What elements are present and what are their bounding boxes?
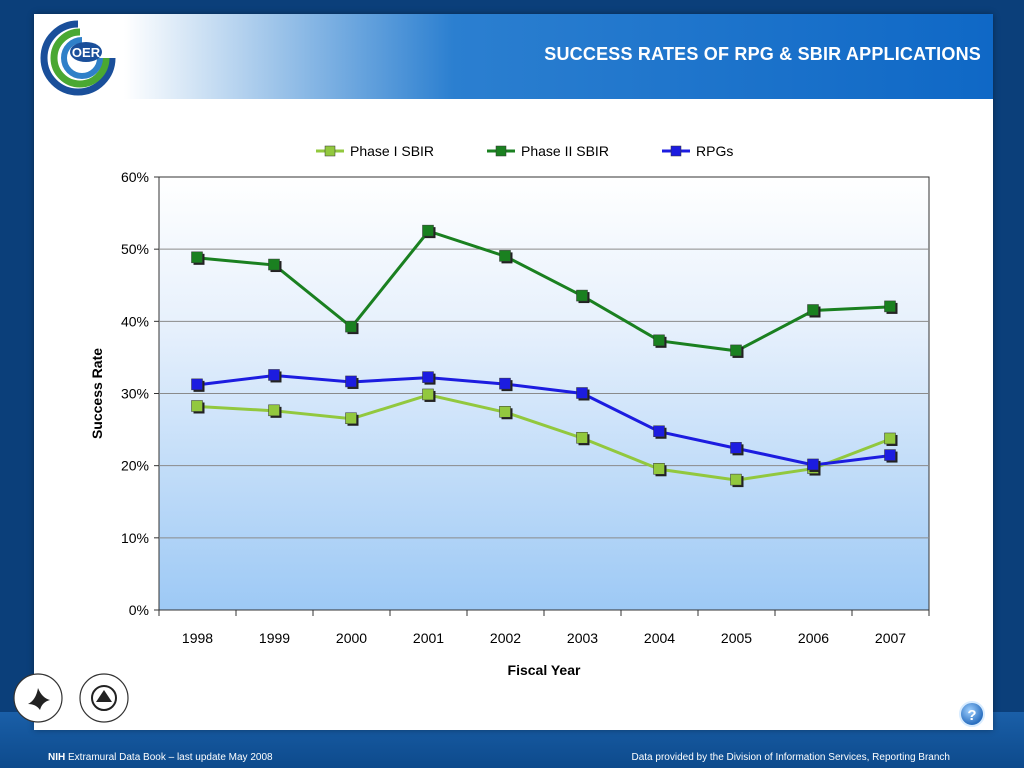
y-tick-label: 10%: [121, 530, 149, 546]
data-point: [499, 377, 511, 390]
footer-nih-label: NIH: [48, 752, 66, 763]
series-line: [197, 393, 892, 482]
data-point: [730, 473, 742, 486]
data-point: [884, 300, 896, 313]
legend-item: Phase II SBIR: [487, 143, 609, 159]
x-tick-label: 2001: [413, 630, 444, 646]
legend-item: Phase I SBIR: [316, 143, 434, 159]
data-point: [576, 289, 588, 302]
data-point: [191, 400, 203, 412]
logo-text: OER: [72, 45, 101, 60]
data-point: [884, 449, 896, 461]
footer-left: NIH Extramural Data Book – last update M…: [48, 752, 273, 763]
legend-label: Phase I SBIR: [350, 143, 434, 159]
series: [191, 224, 898, 488]
data-point: [191, 378, 203, 391]
data-point: [268, 404, 280, 417]
x-tick-label: 2003: [567, 630, 598, 646]
y-tick-label: 20%: [121, 458, 149, 474]
data-point: [268, 369, 280, 381]
data-point: [730, 344, 742, 357]
y-axis-title: Success Rate: [89, 348, 105, 439]
series-rpgs: [191, 369, 898, 472]
x-tick-label: 2004: [644, 630, 675, 646]
x-tick-label: 1999: [259, 630, 290, 646]
data-point: [422, 388, 434, 401]
x-tick-label: 2002: [490, 630, 521, 646]
footer-right: Data provided by the Division of Informa…: [631, 752, 951, 763]
data-point: [345, 412, 357, 425]
slide-title: SUCCESS RATES OF RPG & SBIR APPLICATIONS: [544, 44, 981, 64]
data-point: [653, 334, 665, 347]
data-point: [807, 304, 819, 316]
data-point: [422, 371, 434, 383]
data-point: [499, 250, 511, 262]
nih-seal-icon: [79, 673, 129, 723]
data-point: [653, 425, 665, 437]
data-point: [730, 442, 742, 454]
series-phase-ii-sbir: [191, 224, 898, 358]
legend-label: Phase II SBIR: [521, 143, 609, 159]
legend-marker: [495, 145, 507, 157]
data-point: [576, 431, 588, 444]
footer-databook-text: Extramural Data Book – last update May 2…: [65, 752, 273, 763]
series-line: [197, 373, 891, 467]
x-tick-label: 1998: [182, 630, 213, 646]
y-tick-label: 60%: [121, 169, 149, 185]
y-tick-label: 50%: [121, 241, 149, 257]
data-point: [576, 387, 588, 399]
slide-header: OER SUCCESS RATES OF RPG & SBIR APPLICAT…: [34, 14, 993, 99]
data-point: [653, 463, 665, 475]
y-tick-label: 30%: [121, 386, 149, 402]
data-point: [191, 251, 203, 264]
series-line: [197, 229, 891, 353]
x-tick-label: 2005: [721, 630, 752, 646]
legend-item: RPGs: [662, 143, 733, 159]
data-point: [499, 406, 511, 418]
x-tick-label: 2006: [798, 630, 829, 646]
data-point: [345, 375, 357, 388]
gridlines: [159, 248, 929, 539]
hhs-seal-icon: [13, 673, 63, 723]
axes: 0% 10% 20% 30% 40% 50% 60% 1998 1999 2000 2001 2002…: [121, 169, 930, 646]
help-button[interactable]: ?: [959, 701, 985, 727]
x-tick-label: 2007: [875, 630, 906, 646]
data-point: [884, 432, 896, 445]
oer-logo-icon: OER: [40, 20, 116, 96]
legend: Phase I SBIR Phase II SBIR RPGs: [316, 143, 733, 159]
legend-marker: [670, 145, 682, 157]
legend-label: RPGs: [696, 143, 733, 159]
data-point: [422, 224, 434, 237]
y-tick-label: 40%: [121, 313, 149, 329]
hhs-nih-seals: [13, 673, 129, 723]
data-point: [268, 258, 280, 271]
y-tick-label: 0%: [129, 602, 149, 618]
x-axis-title: Fiscal Year: [508, 662, 581, 678]
legend-marker: [324, 145, 336, 157]
data-point: [807, 458, 819, 471]
x-tick-label: 2000: [336, 630, 367, 646]
data-point: [345, 320, 357, 333]
